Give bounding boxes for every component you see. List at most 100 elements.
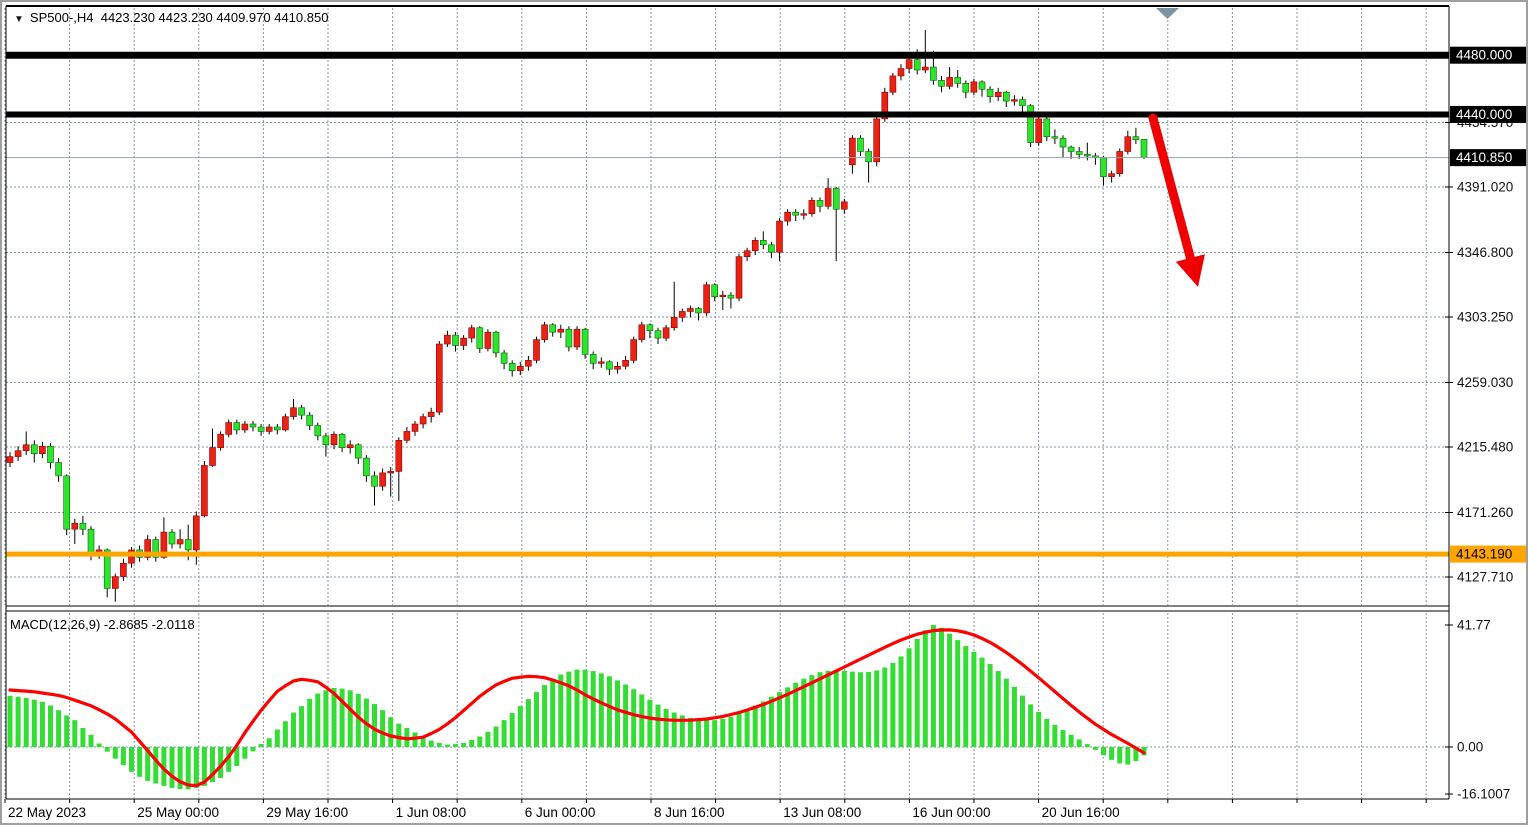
candle-body: [881, 91, 889, 120]
candle-body: [840, 201, 848, 210]
candle-body: [411, 423, 419, 432]
candle-body: [103, 549, 111, 589]
price-axis-label: 4346.800: [1457, 245, 1513, 260]
candle-body: [1027, 105, 1034, 143]
candle-body: [516, 365, 524, 371]
candle-body: [233, 422, 241, 431]
candle-body: [1019, 99, 1026, 106]
macd-bar: [201, 747, 207, 786]
candle-body: [768, 244, 775, 253]
macd-bar: [963, 645, 969, 747]
candle-body: [1124, 136, 1132, 152]
candle-body: [735, 256, 743, 299]
time-axis-label: 6 Jun 00:00: [525, 805, 596, 820]
price-axis-label: 4303.250: [1457, 310, 1513, 325]
macd-bar: [347, 690, 353, 747]
macd-bar: [72, 720, 78, 747]
candle-body: [533, 339, 540, 361]
macd-bar: [291, 712, 296, 747]
macd-bar: [396, 723, 402, 747]
macd-bar: [477, 736, 483, 747]
candle-body: [435, 343, 443, 413]
candle-body: [606, 361, 613, 370]
macd-bar: [1109, 747, 1115, 760]
macd-histogram: [7, 624, 1147, 790]
candle-body: [217, 434, 224, 449]
macd-bar: [704, 720, 710, 747]
candle-body: [978, 81, 986, 90]
candle-body: [128, 549, 135, 564]
panel-borders: [5, 5, 1450, 800]
macd-bar: [930, 624, 936, 747]
macd-bar: [574, 669, 580, 747]
arrow-head-icon: [1175, 254, 1205, 287]
macd-bar: [922, 630, 928, 747]
macd-bar: [129, 747, 134, 772]
time-axis-label: 13 Jun 08:00: [783, 805, 861, 820]
macd-bar: [582, 669, 588, 747]
macd-bar: [849, 671, 855, 747]
macd-bar: [242, 747, 248, 759]
candle-body: [622, 360, 629, 367]
candle-body: [921, 66, 929, 71]
candle-body: [306, 414, 314, 426]
candle-body: [30, 444, 38, 454]
candle-body: [525, 360, 532, 367]
macd-bar: [687, 717, 693, 747]
candle-body: [573, 328, 581, 348]
trend-arrow-annotation[interactable]: [1148, 113, 1205, 287]
vertical-gridlines: [4, 8, 1427, 798]
macd-bar: [590, 671, 596, 747]
macd-bar: [258, 744, 264, 747]
price-axis-label: 4391.020: [1457, 180, 1513, 195]
candle-body: [273, 426, 281, 431]
candle-body: [403, 431, 411, 441]
candle-body: [184, 539, 192, 551]
scroll-marker-icon[interactable]: [1156, 8, 1179, 19]
macd-bar: [331, 687, 337, 747]
candle-body: [938, 80, 945, 87]
macd-bar: [1011, 686, 1017, 747]
candle-body: [1067, 146, 1075, 152]
time-axis-label: 29 May 16:00: [266, 805, 348, 820]
candle-body: [444, 334, 451, 345]
macd-bar: [80, 728, 86, 747]
price-axis[interactable]: 4434.5704391.0204346.8004303.2504259.030…: [1445, 46, 1528, 802]
price-axis-label: 4215.480: [1457, 440, 1513, 455]
price-badge-label-resistance-upper: 4480.000: [1456, 48, 1512, 63]
candle-body: [784, 211, 791, 222]
macd-bar: [234, 747, 240, 766]
macd-bar: [453, 744, 458, 747]
macd-bar: [631, 689, 637, 747]
candle-body: [39, 445, 46, 454]
arrow-shaft: [1148, 113, 1195, 263]
macd-bar: [987, 664, 993, 747]
candle-body: [913, 59, 921, 71]
macd-bar: [720, 718, 726, 747]
symbol-dropdown-icon[interactable]: ▼: [14, 14, 24, 25]
macd-bar: [744, 709, 750, 747]
macd-bar: [947, 633, 953, 747]
candle-body: [322, 435, 330, 446]
macd-bar: [785, 687, 791, 747]
candle-body: [338, 434, 346, 449]
candle-body: [832, 188, 840, 210]
macd-bar: [809, 675, 815, 747]
macd-bar: [282, 721, 288, 747]
time-axis-label: 20 Jun 16:00: [1042, 805, 1120, 820]
macd-axis-label: 41.77: [1457, 617, 1491, 632]
candle-body: [22, 444, 30, 451]
macd-bar: [663, 709, 669, 747]
time-axis[interactable]: 22 May 2023 25 May 00:00 29 May 16:00 1 Jun…: [4, 799, 1427, 820]
macd-bar: [436, 742, 442, 747]
candle-body: [354, 444, 362, 459]
macd-bar: [639, 694, 645, 747]
macd-bar: [525, 699, 531, 747]
candle-body: [314, 425, 322, 437]
macd-bar: [874, 670, 880, 747]
macd-bar: [56, 710, 62, 747]
macd-bar: [971, 651, 977, 747]
candle-body: [55, 462, 62, 477]
